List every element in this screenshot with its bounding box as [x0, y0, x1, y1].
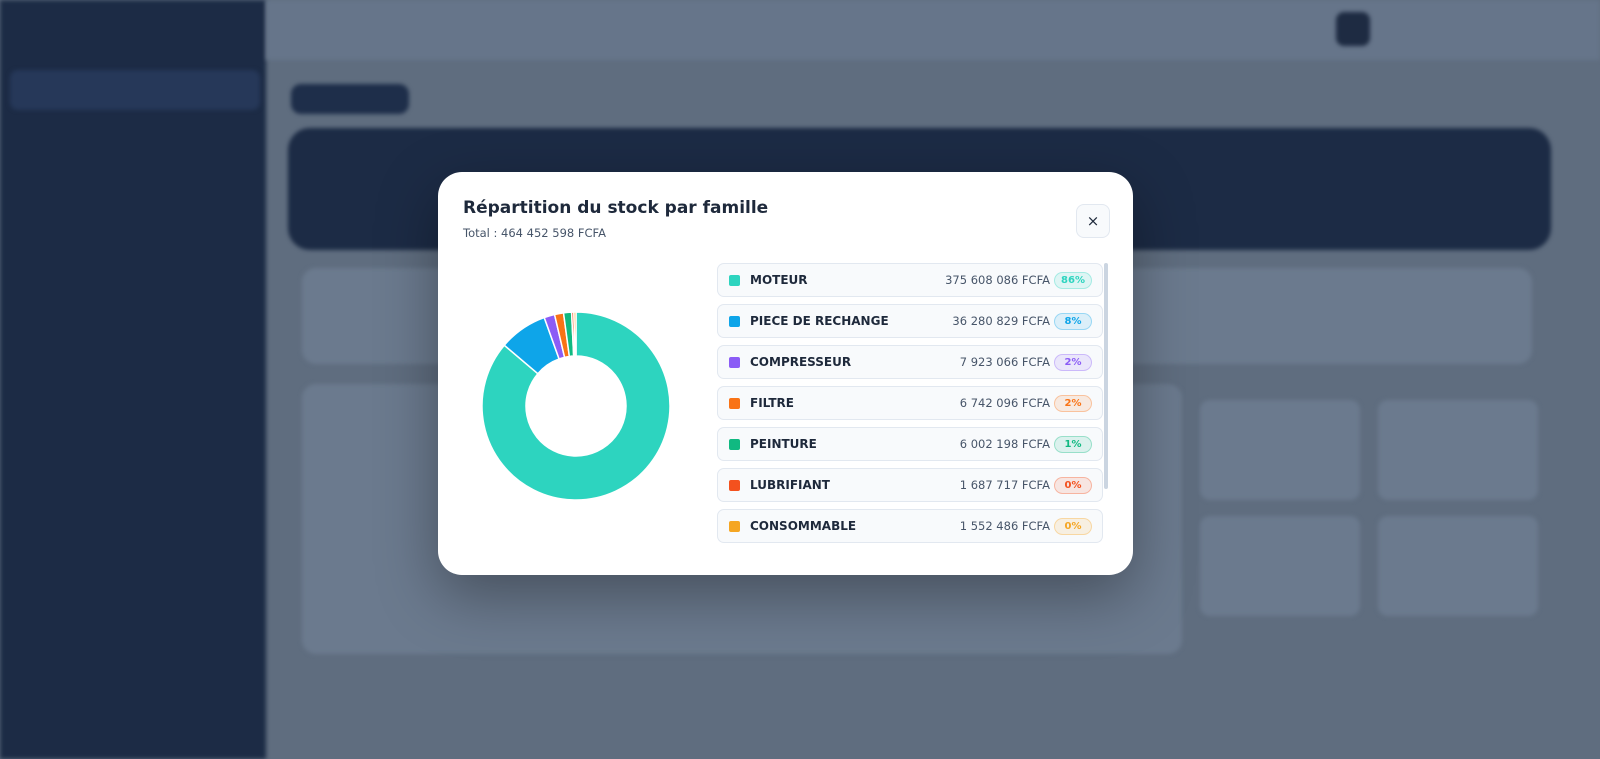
- legend-swatch: [729, 521, 740, 532]
- legend-amount: 1 552 486 FCFA: [959, 519, 1050, 533]
- scrollbar: [1104, 263, 1108, 489]
- legend-row: CONSOMMABLE 1 552 486 FCFA 0%: [717, 509, 1103, 543]
- share-badge: 2%: [1054, 354, 1092, 371]
- legend-list: MOTEUR 375 608 086 FCFA 86% PIECE DE RECHAN…: [717, 263, 1103, 550]
- modal-title: Répartition du stock par famille: [463, 198, 769, 218]
- share-label: 86%: [1061, 275, 1085, 286]
- legend-swatch: [729, 398, 740, 409]
- share-label: 2%: [1064, 398, 1082, 409]
- top-bar: [266, 0, 1600, 60]
- share-badge: 86%: [1054, 272, 1092, 289]
- modal: Répartition du stock par famille Total :…: [438, 172, 1133, 575]
- legend-name: PIECE DE RECHANGE: [750, 314, 889, 328]
- card: [1200, 400, 1360, 500]
- share-badge: 1%: [1054, 436, 1092, 453]
- donut-slice: [573, 311, 577, 357]
- donut-slice: [481, 311, 671, 501]
- legend-swatch: [729, 357, 740, 368]
- card: [1378, 400, 1538, 500]
- card: [1200, 516, 1360, 616]
- legend-row: COMPRESSEUR 7 923 066 FCFA 2%: [717, 345, 1103, 379]
- legend-row: LUBRIFIANT 1 687 717 FCFA 0%: [717, 468, 1103, 502]
- share-label: 0%: [1064, 480, 1082, 491]
- sidebar-active: [10, 70, 260, 110]
- share-label: 2%: [1064, 357, 1082, 368]
- legend-row: FILTRE 6 742 096 FCFA 2%: [717, 386, 1103, 420]
- legend-name: CONSOMMABLE: [750, 519, 857, 533]
- share-badge: 0%: [1054, 518, 1092, 535]
- legend-swatch: [729, 439, 740, 450]
- share-label: 0%: [1064, 521, 1082, 532]
- card: [1378, 516, 1538, 616]
- modal-total: Total : 464 452 598 FCFA: [463, 226, 606, 240]
- legend-row: PEINTURE 6 002 198 FCFA 1%: [717, 427, 1103, 461]
- legend-name: MOTEUR: [750, 273, 808, 287]
- legend-name: PEINTURE: [750, 437, 817, 451]
- donut-chart: [481, 311, 671, 501]
- share-label: 1%: [1064, 439, 1082, 450]
- legend-amount: 375 608 086 FCFA: [945, 273, 1050, 287]
- legend-row: MOTEUR 375 608 086 FCFA 86%: [717, 263, 1103, 297]
- share-label: 8%: [1064, 316, 1082, 327]
- legend-name: FILTRE: [750, 396, 794, 410]
- legend-amount: 1 687 717 FCFA: [959, 478, 1050, 492]
- share-badge: 2%: [1054, 395, 1092, 412]
- share-badge: 0%: [1054, 477, 1092, 494]
- legend-swatch: [729, 275, 740, 286]
- legend-swatch: [729, 480, 740, 491]
- legend-row: PIECE DE RECHANGE 36 280 829 FCFA 8%: [717, 304, 1103, 338]
- legend-swatch: [729, 316, 740, 327]
- legend-amount: 6 002 198 FCFA: [959, 437, 1050, 451]
- legend-name: LUBRIFIANT: [750, 478, 830, 492]
- close-button[interactable]: ×: [1076, 204, 1110, 238]
- legend-amount: 36 280 829 FCFA: [952, 314, 1050, 328]
- sidebar: [0, 0, 266, 759]
- user-avatar: [1336, 12, 1370, 46]
- legend-amount: 7 923 066 FCFA: [959, 355, 1050, 369]
- tab: [291, 84, 409, 114]
- share-badge: 8%: [1054, 313, 1092, 330]
- legend-amount: 6 742 096 FCFA: [959, 396, 1050, 410]
- legend-name: COMPRESSEUR: [750, 355, 852, 369]
